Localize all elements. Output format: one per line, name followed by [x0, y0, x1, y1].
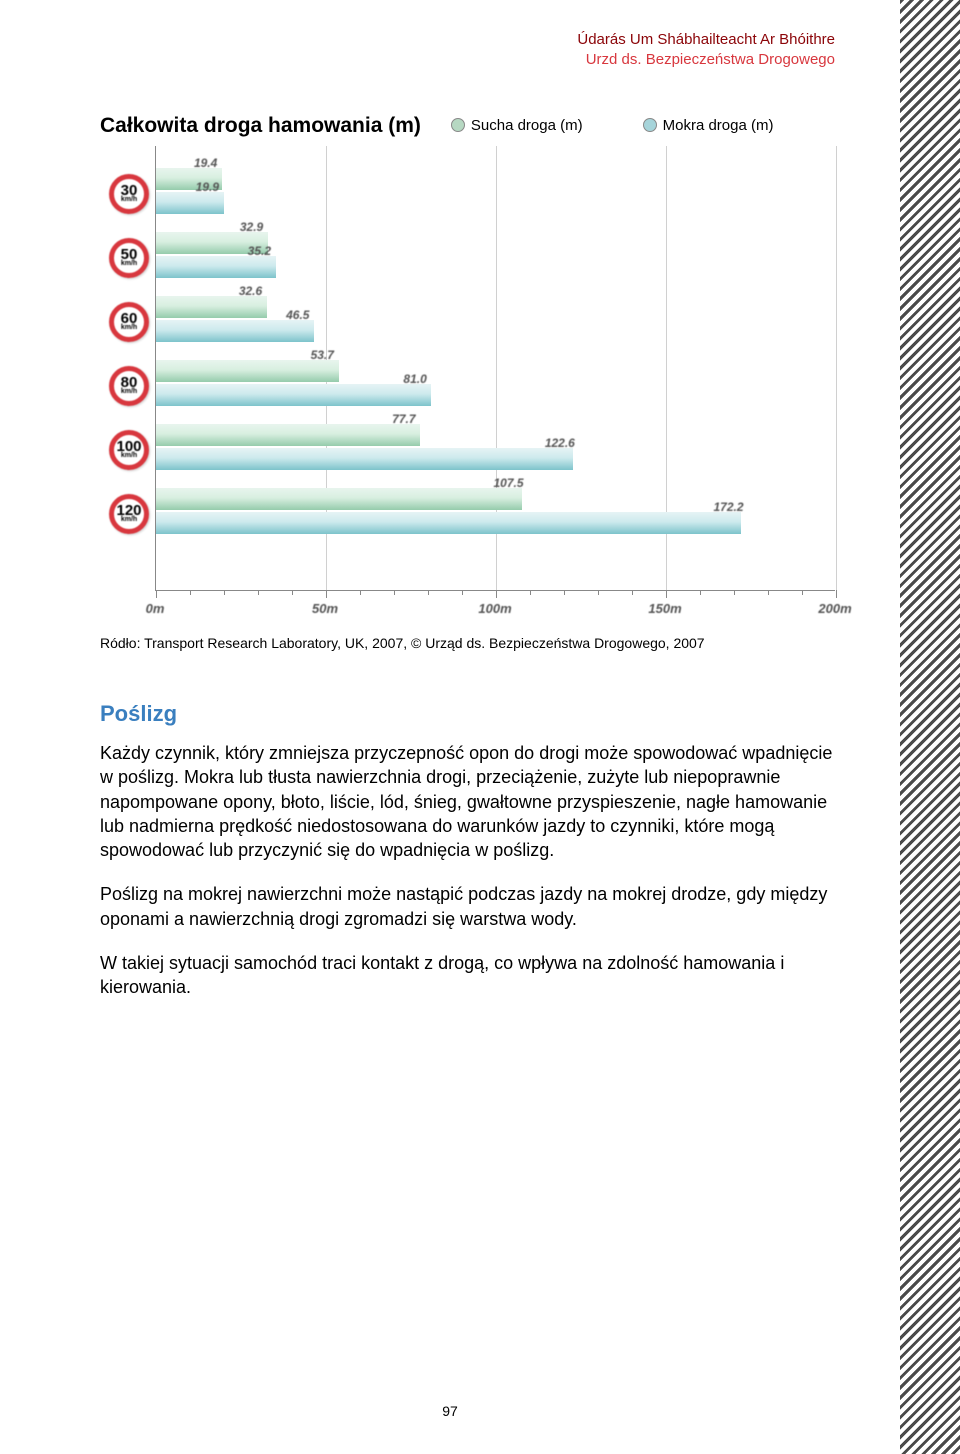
tick-minor — [598, 590, 599, 595]
bar-dry: 77.7 — [156, 424, 420, 446]
legend-dry-label: Sucha droga (m) — [471, 117, 583, 134]
tick-major — [496, 590, 497, 598]
header-org: Údarás Um Shábhailteacht Ar Bhóithre Urz… — [100, 30, 835, 69]
speed-sign: 100km/h — [109, 430, 149, 470]
tick-minor — [564, 590, 565, 595]
speed-sign: 30km/h — [109, 174, 149, 214]
bar-dry-value: 77.7 — [392, 412, 415, 426]
tick-minor — [428, 590, 429, 595]
tick-minor — [394, 590, 395, 595]
header-line-1: Údarás Um Shábhailteacht Ar Bhóithre — [100, 30, 835, 50]
bar-wet-value: 122.6 — [545, 436, 575, 450]
x-axis-label: 200m — [818, 601, 851, 616]
tick-minor — [360, 590, 361, 595]
grid-line — [836, 146, 837, 590]
chart-row: 32.9 35.2 — [156, 220, 836, 284]
bar-wet: 35.2 — [156, 256, 276, 278]
speed-sign: 120km/h — [109, 494, 149, 534]
tick-minor — [190, 590, 191, 595]
legend-dry: Sucha droga (m) — [451, 117, 583, 134]
speed-sign: 80km/h — [109, 366, 149, 406]
chart-row: 77.7122.6 — [156, 412, 836, 476]
chart-legend: Sucha droga (m) Mokra droga (m) — [451, 117, 774, 134]
tick-major — [156, 590, 157, 598]
bar-wet: 19.9 — [156, 192, 224, 214]
x-axis-labels: 0m50m100m150m200m — [155, 601, 835, 621]
speed-sign: 50km/h — [109, 238, 149, 278]
swatch-wet — [643, 118, 657, 132]
x-axis-label: 100m — [478, 601, 511, 616]
chart-row: 32.646.5 — [156, 284, 836, 348]
x-axis-label: 50m — [312, 601, 338, 616]
x-axis-label: 150m — [648, 601, 681, 616]
legend-wet-label: Mokra droga (m) — [663, 117, 774, 134]
bar-wet: 172.2 — [156, 512, 741, 534]
tick-minor — [258, 590, 259, 595]
bar-wet-value: 172.2 — [713, 500, 743, 514]
chart-area: 19.419.932.935.232.646.553.781.077.7122.… — [100, 146, 840, 621]
tick-minor — [224, 590, 225, 595]
bar-dry-value: 32.6 — [239, 284, 262, 298]
bar-dry-value: 19.4 — [194, 156, 217, 170]
bar-wet: 81.0 — [156, 384, 431, 406]
bar-wet-value: 81.0 — [403, 372, 426, 386]
bar-dry: 53.7 — [156, 360, 339, 382]
chart-header-row: Całkowita droga hamowania (m) Sucha drog… — [100, 114, 840, 138]
tick-minor — [292, 590, 293, 595]
chart-plot: 19.419.932.935.232.646.553.781.077.7122.… — [155, 146, 835, 591]
swatch-dry — [451, 118, 465, 132]
page-number: 97 — [0, 1403, 900, 1419]
bar-wet: 122.6 — [156, 448, 573, 470]
tick-minor — [802, 590, 803, 595]
bar-wet-value: 35.2 — [248, 244, 271, 258]
body-paragraph-2: Poślizg na mokrej nawierzchni może nastą… — [100, 882, 840, 931]
legend-wet: Mokra droga (m) — [643, 117, 774, 134]
body-paragraph-3: W takiej sytuacji samochód traci kontakt… — [100, 951, 840, 1000]
bar-wet-value: 19.9 — [196, 180, 219, 194]
bar-dry: 107.5 — [156, 488, 522, 510]
bar-wet: 46.5 — [156, 320, 314, 342]
bar-dry-value: 107.5 — [494, 476, 524, 490]
tick-major — [326, 590, 327, 598]
chart-row: 19.4 19.9 — [156, 156, 836, 220]
bar-wet-value: 46.5 — [286, 308, 309, 322]
tick-minor — [632, 590, 633, 595]
bar-dry-value: 32.9 — [240, 220, 263, 234]
side-stripe — [900, 0, 960, 1454]
tick-minor — [530, 590, 531, 595]
tick-minor — [462, 590, 463, 595]
page-content: Údarás Um Shábhailteacht Ar Bhóithre Urz… — [0, 0, 900, 1454]
chart-row: 53.781.0 — [156, 348, 836, 412]
tick-minor — [768, 590, 769, 595]
chart-source: Ródło: Transport Research Laboratory, UK… — [100, 635, 840, 651]
chart-row: 107.5172.2 — [156, 476, 836, 540]
section-heading: Poślizg — [100, 701, 840, 727]
tick-major — [836, 590, 837, 598]
body-paragraph-1: Każdy czynnik, który zmniejsza przyczepn… — [100, 741, 840, 862]
tick-minor — [700, 590, 701, 595]
tick-minor — [734, 590, 735, 595]
bar-dry-value: 53.7 — [311, 348, 334, 362]
header-line-2: Urzd ds. Bezpieczeństwa Drogowego — [100, 50, 835, 70]
tick-major — [666, 590, 667, 598]
speed-sign: 60km/h — [109, 302, 149, 342]
x-axis-label: 0m — [146, 601, 165, 616]
chart-title: Całkowita droga hamowania (m) — [100, 114, 421, 138]
bar-dry: 32.6 — [156, 296, 267, 318]
